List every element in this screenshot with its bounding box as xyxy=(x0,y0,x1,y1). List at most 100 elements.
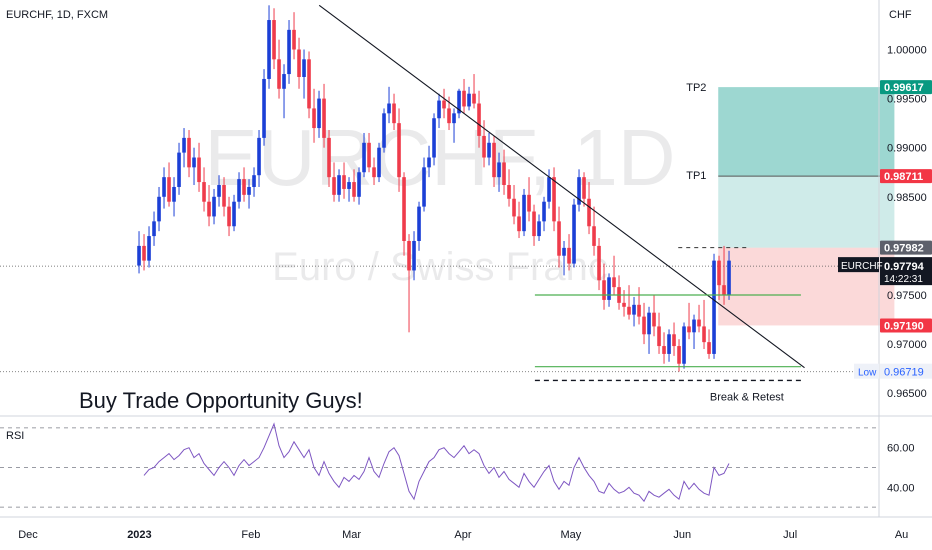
tp2-price-tag: 0.99617 xyxy=(884,82,924,94)
candle xyxy=(522,188,526,237)
candle xyxy=(387,86,391,124)
symbol-title[interactable]: EURCHF, 1D, FXCM xyxy=(6,9,109,21)
candle-body xyxy=(337,175,341,195)
candle-body xyxy=(647,312,651,335)
candle-body xyxy=(552,177,556,222)
candle xyxy=(717,255,721,300)
candle xyxy=(167,162,171,207)
watermark-sub: Euro / Swiss Franc xyxy=(272,245,608,289)
candle-body xyxy=(667,334,671,354)
candle-body xyxy=(677,346,681,364)
candle xyxy=(527,177,531,222)
price-tick-label: 0.99000 xyxy=(887,143,927,155)
candle-body xyxy=(342,175,346,189)
candle-body xyxy=(462,90,466,107)
time-tick-label: Au xyxy=(895,529,908,541)
candle-body xyxy=(307,59,311,109)
candle-body xyxy=(222,185,226,207)
candle xyxy=(532,204,536,246)
candle-body xyxy=(622,302,626,307)
candle-body xyxy=(412,240,416,271)
candle xyxy=(247,179,251,209)
candle-body xyxy=(537,221,541,237)
candle xyxy=(587,182,591,235)
candle xyxy=(487,132,491,166)
candle xyxy=(652,295,656,337)
candle xyxy=(417,201,421,251)
candle-body xyxy=(252,175,256,187)
candle-body xyxy=(447,108,451,124)
tp1-annotation: TP1 xyxy=(686,170,706,182)
descending-trendline xyxy=(318,4,805,369)
candle xyxy=(237,172,241,209)
candle xyxy=(232,194,236,232)
candle-body xyxy=(682,326,686,364)
price-tick-label: 0.97000 xyxy=(887,339,927,351)
rsi-tick-label: 40.00 xyxy=(887,482,915,494)
candle-body xyxy=(217,185,221,197)
candle-body xyxy=(202,182,206,202)
candle-body xyxy=(212,196,216,217)
candle-body xyxy=(587,198,591,227)
rsi-line xyxy=(143,422,730,503)
candle-body xyxy=(347,182,351,189)
candle-body xyxy=(577,177,581,205)
candle xyxy=(257,130,261,187)
candle xyxy=(292,12,296,60)
candle xyxy=(372,157,376,186)
candle-body xyxy=(572,204,576,264)
candle-body xyxy=(262,78,266,138)
candle-body xyxy=(437,100,441,119)
candle xyxy=(517,201,521,239)
candle-body xyxy=(602,280,606,300)
candle xyxy=(512,185,516,225)
candle xyxy=(562,240,566,276)
tp2-price-tag-bg xyxy=(880,80,932,95)
candle-body xyxy=(397,123,401,178)
candle xyxy=(537,214,541,241)
candle xyxy=(632,296,636,327)
candle xyxy=(162,167,166,209)
candle-body xyxy=(367,142,371,168)
candle-body xyxy=(297,49,301,77)
candle xyxy=(697,304,701,333)
candle xyxy=(217,175,221,207)
candle xyxy=(607,273,611,307)
candle-body xyxy=(387,103,391,114)
candle-body xyxy=(312,108,316,129)
time-tick-label: May xyxy=(560,529,581,541)
candle-body xyxy=(442,100,446,109)
candle xyxy=(507,169,511,207)
tp1-price-tag: 0.98711 xyxy=(884,171,923,183)
candle xyxy=(687,302,691,340)
candle xyxy=(382,108,386,153)
candle-body xyxy=(427,157,431,168)
candle xyxy=(437,93,441,129)
tp2-annotation: TP2 xyxy=(686,82,706,94)
candle xyxy=(317,90,321,138)
candle xyxy=(297,37,301,89)
time-tick-label: Feb xyxy=(241,529,260,541)
candle-body xyxy=(692,319,696,333)
candle-body xyxy=(627,306,631,315)
time-tick-label: Dec xyxy=(18,529,38,541)
candle xyxy=(347,177,351,202)
candle-body xyxy=(292,29,296,50)
candle-body xyxy=(722,285,726,295)
candle xyxy=(712,253,716,359)
candle-body xyxy=(237,179,241,202)
candle xyxy=(497,152,501,192)
candle-body xyxy=(487,142,491,158)
candle-body xyxy=(467,93,471,107)
candle xyxy=(432,113,436,166)
candle xyxy=(277,39,281,99)
entry-price-tag-bg xyxy=(880,240,932,255)
watermark-main: EURCHF, 1D xyxy=(204,113,675,202)
candle-body xyxy=(702,326,706,343)
candle xyxy=(642,302,646,345)
stop-price-tag: 0.97190 xyxy=(884,320,924,332)
candle xyxy=(692,314,696,350)
candle-body xyxy=(362,142,366,173)
candle xyxy=(647,306,651,354)
